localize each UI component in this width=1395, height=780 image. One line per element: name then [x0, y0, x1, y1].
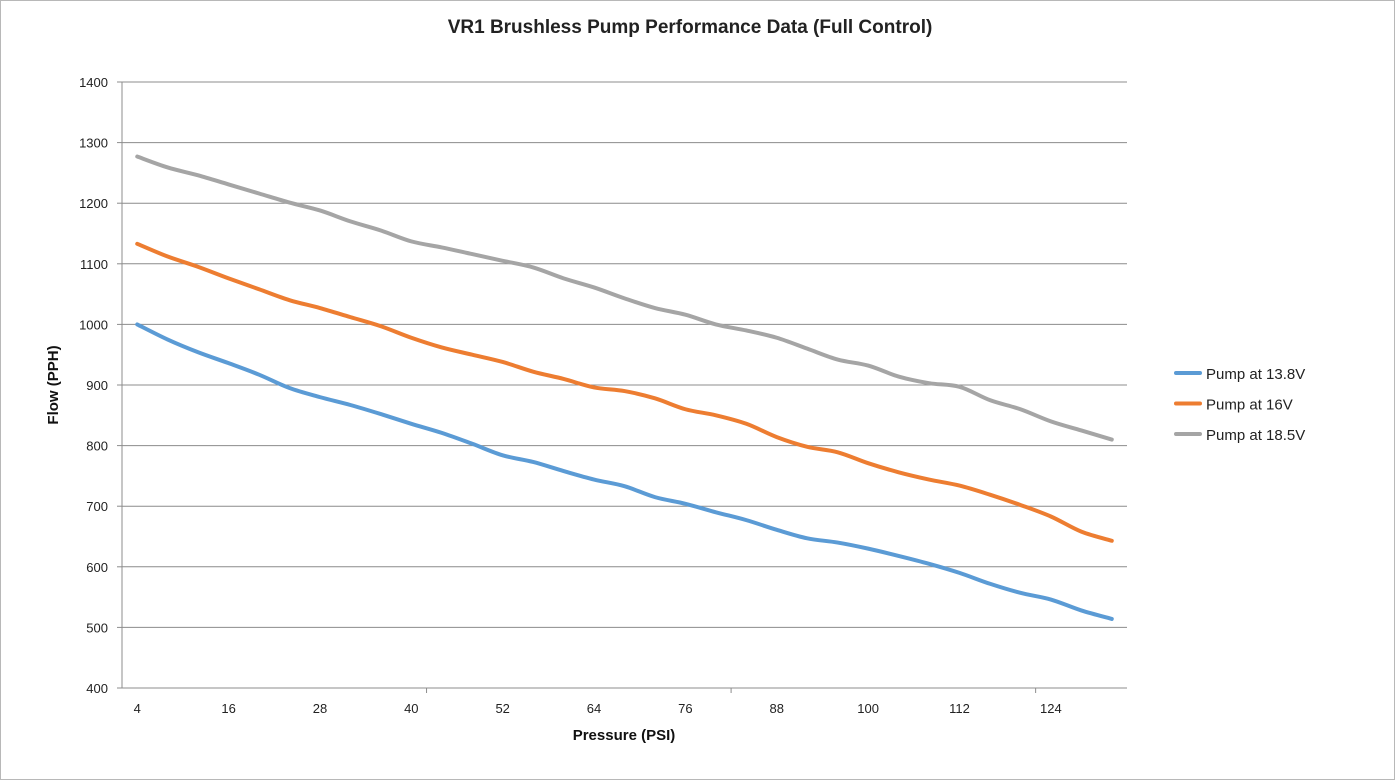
y-tick-label: 800 [86, 439, 108, 454]
y-tick-label: 1100 [80, 257, 108, 272]
legend-label: Pump at 18.5V [1206, 427, 1305, 444]
series-line-3 [135, 154, 1114, 442]
legend-label: Pump at 13.8V [1206, 366, 1305, 383]
y-tick-label: 400 [86, 681, 108, 696]
x-tick-label: 40 [404, 701, 418, 716]
y-tick-label: 700 [86, 499, 108, 514]
chart-title: VR1 Brushless Pump Performance Data (Ful… [448, 17, 933, 38]
x-tick-label: 64 [587, 701, 601, 716]
legend-label: Pump at 16V [1206, 397, 1293, 414]
x-tick-label: 4 [134, 701, 141, 716]
x-tick-label: 16 [221, 701, 235, 716]
series-line-1 [135, 322, 1114, 621]
y-tick-label: 600 [86, 560, 108, 575]
y-tick-label: 900 [86, 378, 108, 393]
x-tick-label: 28 [313, 701, 327, 716]
y-tick-label: 1200 [79, 196, 108, 211]
x-axis-label: Pressure (PSI) [573, 727, 676, 744]
series-line-2 [135, 241, 1114, 543]
x-tick-label: 124 [1040, 701, 1062, 716]
y-tick-label: 1000 [79, 317, 108, 332]
y-tick-label: 1300 [79, 136, 108, 151]
y-tick-label: 500 [86, 620, 108, 635]
y-axis-label: Flow (PPH) [45, 345, 62, 424]
x-tick-label: 100 [857, 701, 879, 716]
x-tick-label: 112 [949, 701, 970, 716]
x-tick-label: 76 [678, 701, 692, 716]
x-tick-label: 88 [770, 701, 784, 716]
y-tick-label: 1400 [79, 75, 108, 90]
x-tick-label: 52 [495, 701, 509, 716]
